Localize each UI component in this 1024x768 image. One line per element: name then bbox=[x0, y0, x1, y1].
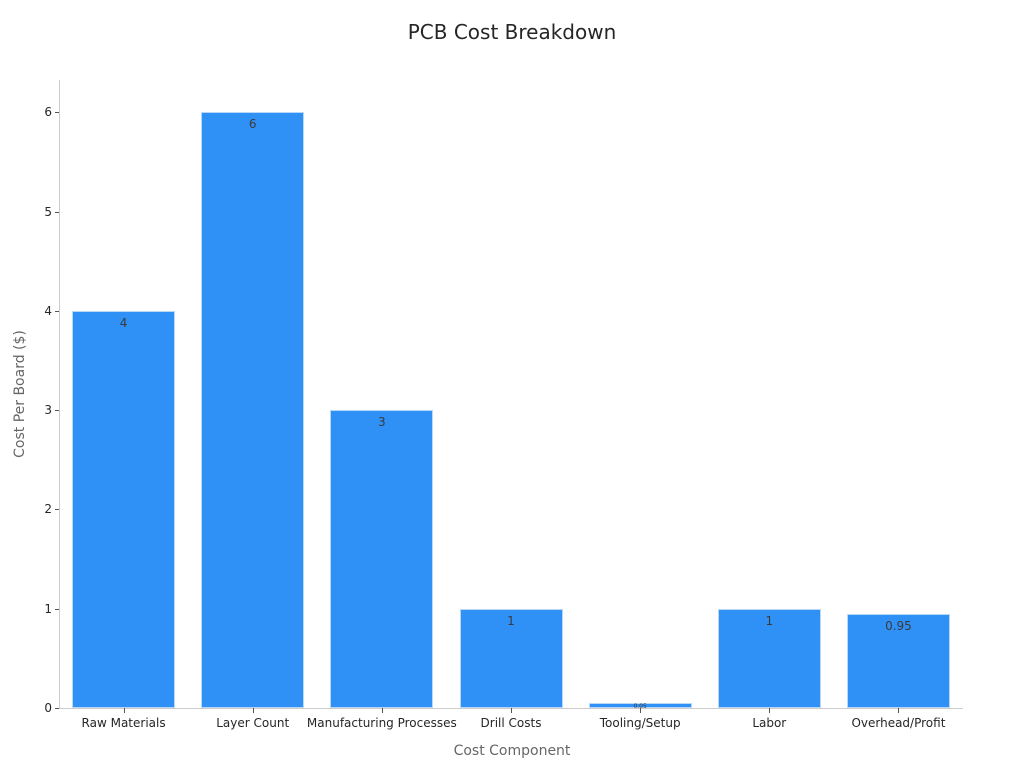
x-tick-mark bbox=[898, 708, 899, 713]
y-tick-mark bbox=[55, 310, 59, 312]
y-tick: 5 bbox=[0, 205, 62, 219]
y-axis-label: Cost Per Board ($) bbox=[12, 330, 28, 458]
bar: 4 bbox=[72, 310, 176, 708]
bar: 1 bbox=[717, 608, 821, 708]
bar-value-label: 1 bbox=[765, 613, 774, 628]
bar: 6 bbox=[201, 112, 305, 708]
bar: 0.05 bbox=[588, 703, 692, 710]
bar-value-label: 1 bbox=[507, 613, 515, 628]
y-tick: 2 bbox=[0, 502, 62, 516]
y-tick-label: 3 bbox=[44, 403, 52, 418]
y-tick-mark bbox=[55, 211, 59, 213]
y-tick-label: 6 bbox=[44, 105, 52, 120]
x-tick-label: Layer Count bbox=[216, 716, 290, 730]
bar-value-label: 6 bbox=[248, 117, 257, 132]
y-tick: 6 bbox=[0, 105, 62, 119]
bar: 3 bbox=[330, 410, 434, 708]
y-tick-label: 2 bbox=[44, 502, 52, 517]
x-tick-label: Labor bbox=[752, 716, 787, 730]
bar-value-label: 4 bbox=[119, 315, 128, 330]
x-tick-label: Overhead/Profit bbox=[851, 716, 946, 730]
x-tick-mark bbox=[382, 708, 383, 713]
bar: 1 bbox=[459, 608, 563, 708]
y-tick-label: 5 bbox=[44, 204, 52, 219]
y-tick-label: 0 bbox=[44, 701, 52, 715]
x-tick-label: Drill Costs bbox=[480, 716, 542, 730]
x-tick-mark bbox=[511, 708, 512, 713]
y-tick: 4 bbox=[0, 304, 62, 318]
bar: 0.95 bbox=[846, 613, 950, 708]
y-tick-label: 4 bbox=[44, 303, 52, 318]
y-tick-mark bbox=[55, 112, 59, 114]
chart-title: PCB Cost Breakdown bbox=[407, 20, 617, 44]
bar-value-label: 0.05 bbox=[633, 703, 647, 710]
y-tick-mark bbox=[55, 608, 59, 610]
y-axis-line bbox=[59, 80, 60, 709]
bar-value-label: 3 bbox=[378, 415, 386, 430]
y-tick: 0 bbox=[0, 701, 62, 715]
x-tick-mark bbox=[640, 708, 641, 713]
x-tick-label: Tooling/Setup bbox=[599, 716, 681, 730]
x-tick-label: Raw Materials bbox=[81, 716, 166, 730]
y-tick: 3 bbox=[0, 403, 62, 417]
bar-value-label: 0.95 bbox=[885, 618, 912, 633]
x-tick-mark bbox=[124, 708, 125, 713]
y-tick-mark bbox=[55, 410, 59, 412]
y-tick: 1 bbox=[0, 602, 62, 616]
x-tick-mark bbox=[769, 708, 770, 713]
y-tick-label: 1 bbox=[44, 601, 52, 616]
x-tick-mark bbox=[253, 708, 254, 713]
y-tick-mark bbox=[55, 708, 59, 709]
x-tick-label: Manufacturing Processes bbox=[306, 716, 457, 730]
x-axis-label: Cost Component bbox=[453, 743, 571, 759]
y-tick-mark bbox=[55, 509, 59, 511]
